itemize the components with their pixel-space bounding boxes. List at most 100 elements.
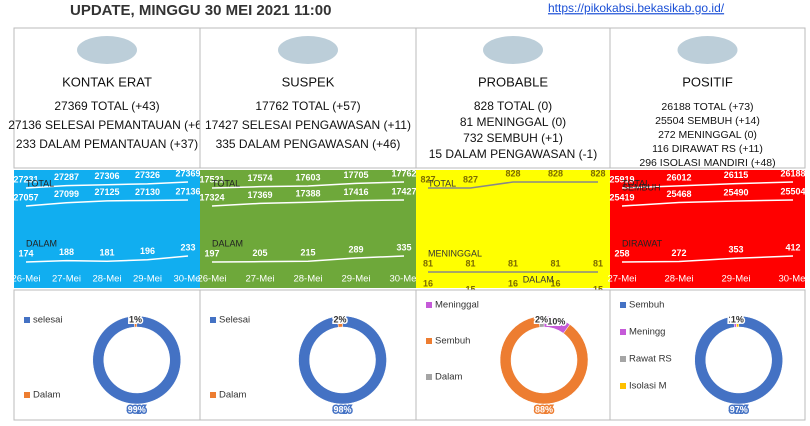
trend-value: 27057 [13, 192, 38, 202]
series-name: TOTAL [622, 178, 650, 188]
panel-title: KONTAK ERAT [62, 74, 152, 89]
donut-slice [92, 315, 181, 405]
trend-value: 827 [420, 174, 435, 184]
x-tick-label: 27-Mei [245, 274, 274, 285]
legend-label: Sembuh [435, 336, 470, 347]
photo [278, 36, 338, 64]
trend-value: 27369 [175, 168, 200, 178]
trend-value: 81 [550, 258, 560, 268]
trend-value: 412 [785, 242, 800, 252]
series-name: DALAM [212, 238, 243, 248]
donut-label: 1% [731, 314, 744, 324]
trend-value: 27136 [175, 186, 200, 196]
trend-value: 26115 [724, 170, 749, 180]
legend-swatch [620, 329, 626, 335]
trend-value: 17427 [391, 186, 416, 196]
x-tick-label: 30-Mei [389, 274, 418, 285]
trend-value: 26188 [780, 168, 805, 178]
donut-slice [298, 315, 387, 405]
trend-value: 81 [593, 258, 603, 268]
trend-line [25, 255, 189, 263]
trend-line [25, 181, 189, 189]
trend-value: 81 [423, 258, 433, 268]
trend-panel [416, 170, 610, 288]
trend-value: 27326 [135, 170, 160, 180]
trend-value: 16 [550, 278, 560, 288]
series-name: DIRAWAT [622, 238, 663, 248]
header-url[interactable]: https://pikokabsi.bekasikab.go.id/ [548, 1, 725, 15]
series-name: TOTAL [212, 178, 240, 188]
trend-value: 27231 [13, 174, 38, 184]
stat-line: 25504 SEMBUH (+14) [655, 115, 760, 127]
trend-value: 27130 [135, 187, 160, 197]
series-name: MENINGGAL [428, 248, 482, 258]
trend-value: 17324 [199, 192, 224, 202]
trend-value: 272 [671, 248, 686, 258]
trend-value: 25490 [723, 187, 748, 197]
legend-label: Dalam [219, 390, 247, 401]
x-tick-label: 29-Mei [133, 274, 162, 285]
donut-slice [538, 315, 545, 328]
stat-line: 272 MENINGGAL (0) [658, 129, 757, 141]
trend-line [621, 255, 794, 263]
donut-label: 2% [535, 314, 548, 324]
donut-label: 10% [547, 316, 565, 326]
x-tick-label: 29-Mei [721, 274, 750, 285]
x-tick-label: 28-Mei [92, 274, 121, 285]
panel-title: SUSPEK [282, 74, 335, 89]
x-tick-label: 28-Mei [293, 274, 322, 285]
trend-value: 25468 [666, 189, 691, 199]
trend-value: 828 [548, 168, 563, 178]
trend-line [211, 255, 405, 263]
trend-value: 197 [204, 248, 219, 258]
legend-swatch [620, 383, 626, 389]
x-tick-label: 26-Mei [11, 274, 40, 285]
panel-title: POSITIF [682, 74, 733, 89]
trend-value: 196 [140, 246, 155, 256]
donut-card [13, 289, 201, 421]
trend-value: 188 [59, 247, 74, 257]
trend-value: 17369 [247, 190, 272, 200]
legend-label: Dalam [33, 390, 61, 401]
x-tick-label: 26-Mei [197, 274, 226, 285]
series-name: DALAM [523, 274, 554, 284]
stat-line: 335 DALAM PENGAWASAN (+46) [216, 137, 401, 151]
donut-label: 97% [730, 404, 748, 414]
trend-value: 827 [463, 174, 478, 184]
legend-swatch [426, 302, 432, 308]
trend-value: 27125 [94, 187, 119, 197]
trend-value: 828 [505, 168, 520, 178]
stat-line: 296 ISOLASI MANDIRI (+48) [639, 157, 775, 169]
trend-value: 205 [252, 248, 267, 258]
trend-value: 25919 [609, 174, 634, 184]
stat-line: 828 TOTAL (0) [474, 99, 552, 113]
panel-title: PROBABLE [478, 74, 548, 89]
stat-line: 27369 TOTAL (+43) [54, 99, 159, 113]
stat-line: 17762 TOTAL (+57) [255, 99, 360, 113]
trend-value: 27287 [54, 172, 79, 182]
trend-value: 15 [465, 284, 475, 294]
trend-value: 353 [728, 245, 743, 255]
donut-slice [133, 315, 138, 328]
trend-value: 215 [300, 248, 315, 258]
stat-line: 732 SEMBUH (+1) [463, 131, 563, 145]
trend-panel [14, 170, 200, 288]
trend-value: 828 [590, 168, 605, 178]
trend-line [428, 181, 598, 189]
trend-value: 174 [18, 248, 33, 258]
donut-label: 98% [334, 404, 352, 414]
trend-value: 17388 [295, 189, 320, 199]
trend-value: 26012 [666, 172, 691, 182]
trend-value: 16 [508, 278, 518, 288]
trend-value: 15 [593, 284, 603, 294]
trend-line [25, 199, 189, 207]
series-name: SEMBUH [622, 182, 661, 192]
legend-swatch [620, 356, 626, 362]
trend-panel [610, 170, 805, 288]
donut-slice [336, 315, 343, 328]
x-tick-label: 30-Mei [778, 274, 807, 285]
donut-slice [499, 316, 589, 405]
trend-line [211, 181, 405, 189]
legend-swatch [210, 392, 216, 398]
